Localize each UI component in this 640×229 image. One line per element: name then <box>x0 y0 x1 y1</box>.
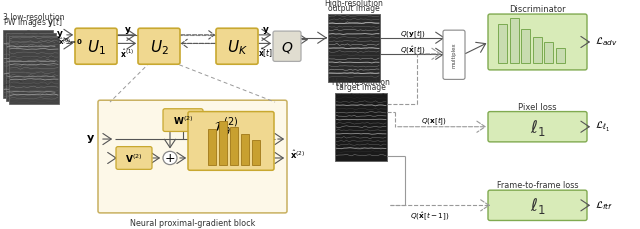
Text: $\hat{\mathbf{x}}[t]$: $\hat{\mathbf{x}}[t]$ <box>258 47 273 60</box>
Text: $\hat{\mathbf{x}}^{(0)}\!=\!\mathbf{0}$: $\hat{\mathbf{x}}^{(0)}\!=\!\mathbf{0}$ <box>58 37 83 48</box>
Text: $U_K$: $U_K$ <box>227 38 248 57</box>
FancyBboxPatch shape <box>138 28 180 64</box>
Text: $\mathbf{y}$: $\mathbf{y}$ <box>56 29 64 40</box>
Text: $Q(\mathbf{x}[t])$: $Q(\mathbf{x}[t])$ <box>420 115 447 127</box>
Text: $\mathcal{L}_{adv}$: $\mathcal{L}_{adv}$ <box>595 35 618 48</box>
Bar <box>241 134 249 165</box>
Text: $\mathbf{V}^{(2)}$: $\mathbf{V}^{(2)}$ <box>125 153 143 165</box>
Text: High-resolution: High-resolution <box>332 78 390 87</box>
Text: $\mathbf{W}^{(2)}$: $\mathbf{W}^{(2)}$ <box>173 115 193 127</box>
Bar <box>532 37 541 63</box>
Text: +: + <box>164 152 175 165</box>
Text: $\ell_1$: $\ell_1$ <box>530 118 545 138</box>
Bar <box>219 121 227 165</box>
Text: $\mathbf{y}$: $\mathbf{y}$ <box>262 25 269 36</box>
Bar <box>252 140 260 165</box>
Text: $\hat{\mathbf{x}}^{(1)}$: $\hat{\mathbf{x}}^{(1)}$ <box>120 47 134 60</box>
FancyBboxPatch shape <box>163 109 203 131</box>
Text: multiplex: multiplex <box>451 42 456 68</box>
Text: $\mathbf{y}$: $\mathbf{y}$ <box>124 25 131 36</box>
Text: $\ell_1$: $\ell_1$ <box>530 196 545 216</box>
Bar <box>509 18 518 63</box>
Text: 3 low-resolution: 3 low-resolution <box>3 13 65 22</box>
Bar <box>3 30 53 98</box>
Text: $U_2$: $U_2$ <box>150 38 168 57</box>
Bar <box>9 36 59 104</box>
Bar <box>556 48 564 63</box>
Text: Pixel loss: Pixel loss <box>518 103 557 112</box>
Circle shape <box>163 151 177 165</box>
FancyBboxPatch shape <box>488 14 587 70</box>
Text: $Q(\hat{\mathbf{x}}[t-1])$: $Q(\hat{\mathbf{x}}[t-1])$ <box>410 210 450 222</box>
Bar <box>335 93 387 161</box>
Bar <box>498 24 507 63</box>
FancyBboxPatch shape <box>75 28 117 64</box>
Text: $\mathcal{L}_{\ell_1}$: $\mathcal{L}_{\ell_1}$ <box>595 120 610 134</box>
Text: $Q(\mathbf{y}[t])$: $Q(\mathbf{y}[t])$ <box>399 29 426 40</box>
Bar <box>6 33 56 101</box>
Bar <box>544 42 553 63</box>
FancyBboxPatch shape <box>216 28 258 64</box>
Text: Neural proximal-gradient block: Neural proximal-gradient block <box>130 219 255 228</box>
FancyBboxPatch shape <box>188 112 274 170</box>
Text: $\mathcal{L}_{ftf}$: $\mathcal{L}_{ftf}$ <box>595 199 613 212</box>
FancyBboxPatch shape <box>443 30 465 79</box>
Text: Discriminator: Discriminator <box>509 5 566 14</box>
Text: $Q$: $Q$ <box>281 40 293 55</box>
FancyBboxPatch shape <box>116 147 152 169</box>
Text: $\mathbf{y}$: $\mathbf{y}$ <box>86 133 95 145</box>
Text: $\mathcal{P}_\theta^{(2)}$: $\mathcal{P}_\theta^{(2)}$ <box>214 116 238 139</box>
Bar <box>208 129 216 165</box>
Text: $Q(\hat{\mathbf{x}}[t])$: $Q(\hat{\mathbf{x}}[t])$ <box>399 45 426 57</box>
Bar <box>521 29 530 63</box>
FancyBboxPatch shape <box>488 190 587 221</box>
Text: output image: output image <box>328 4 380 13</box>
FancyBboxPatch shape <box>488 112 587 142</box>
Text: High-resolution: High-resolution <box>324 0 383 8</box>
Text: target image: target image <box>336 83 386 92</box>
Text: PW images $\mathbf{y}[t]$: PW images $\mathbf{y}[t]$ <box>3 16 63 29</box>
Text: Frame-to-frame loss: Frame-to-frame loss <box>497 181 579 190</box>
Bar <box>230 127 238 165</box>
Text: $\hat{\mathbf{x}}^{(2)}$: $\hat{\mathbf{x}}^{(2)}$ <box>290 149 305 161</box>
FancyBboxPatch shape <box>273 31 301 61</box>
FancyBboxPatch shape <box>98 100 287 213</box>
Bar <box>328 14 380 82</box>
Text: $U_1$: $U_1$ <box>86 38 106 57</box>
